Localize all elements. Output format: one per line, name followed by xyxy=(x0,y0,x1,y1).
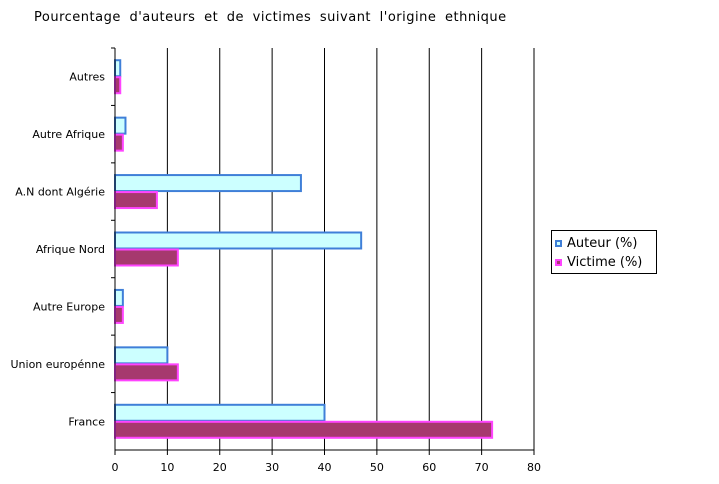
bar-auteur xyxy=(114,403,326,422)
x-tick-label: 70 xyxy=(475,461,489,474)
chart-title: Pourcentage d'auteurs et de victimes sui… xyxy=(34,10,507,25)
tick-labels: 0 10 20 30 40 50 60 70 80 Autres Autre Afrique A.N … xyxy=(11,71,542,474)
x-tick-label: 0 xyxy=(112,461,119,474)
x-tick-label: 10 xyxy=(160,461,174,474)
x-tick-label: 60 xyxy=(422,461,436,474)
legend-swatch xyxy=(555,258,562,266)
legend: Auteur (%) Victime (%) xyxy=(551,230,657,274)
bar-victime xyxy=(114,420,494,439)
bar-auteur xyxy=(114,346,169,365)
axes xyxy=(111,47,535,455)
bar-victime xyxy=(114,363,179,382)
bar-auteur xyxy=(114,116,127,135)
bar-victime xyxy=(114,133,124,152)
bar-victime xyxy=(114,76,122,95)
legend-swatch xyxy=(555,239,562,247)
y-tick-label: A.N dont Algérie xyxy=(15,186,105,199)
y-tick-label: Autres xyxy=(69,71,105,84)
legend-label: Auteur (%) xyxy=(567,235,638,251)
bar-auteur xyxy=(114,59,122,78)
y-tick-label: France xyxy=(68,415,105,428)
bars xyxy=(114,59,494,439)
legend-label: Victime (%) xyxy=(567,254,643,270)
bar-victime xyxy=(114,248,179,267)
y-tick-label: Autre Afrique xyxy=(32,128,105,141)
x-tick-label: 50 xyxy=(370,461,384,474)
legend-item: Victime (%) xyxy=(555,253,642,271)
bar-victime xyxy=(114,191,158,210)
bar-auteur xyxy=(114,174,302,193)
x-tick-label: 80 xyxy=(527,461,541,474)
legend-item: Auteur (%) xyxy=(555,234,637,252)
bar-auteur xyxy=(114,231,363,250)
x-tick-label: 30 xyxy=(265,461,279,474)
y-tick-label: Union europénne xyxy=(11,358,106,371)
bar-victime xyxy=(114,305,124,324)
x-tick-label: 20 xyxy=(213,461,227,474)
x-tick-label: 40 xyxy=(318,461,332,474)
bar-auteur xyxy=(114,288,124,307)
y-tick-label: Autre Europe xyxy=(33,300,105,313)
y-tick-label: Afrique Nord xyxy=(36,243,105,256)
